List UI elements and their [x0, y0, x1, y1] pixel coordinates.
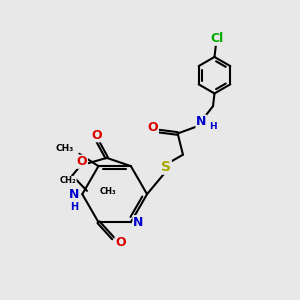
- Text: O: O: [148, 121, 158, 134]
- Text: N: N: [69, 188, 79, 201]
- Text: CH₃: CH₃: [99, 187, 116, 196]
- Text: CH₂: CH₂: [59, 176, 76, 185]
- Text: CH₃: CH₃: [56, 144, 74, 153]
- Text: H: H: [70, 202, 78, 212]
- Text: O: O: [77, 155, 87, 168]
- Text: Cl: Cl: [211, 32, 224, 45]
- Text: S: S: [161, 160, 171, 174]
- Text: H: H: [209, 122, 217, 131]
- Text: O: O: [115, 236, 126, 249]
- Text: N: N: [196, 115, 206, 128]
- Text: O: O: [91, 129, 102, 142]
- Text: N: N: [133, 216, 143, 229]
